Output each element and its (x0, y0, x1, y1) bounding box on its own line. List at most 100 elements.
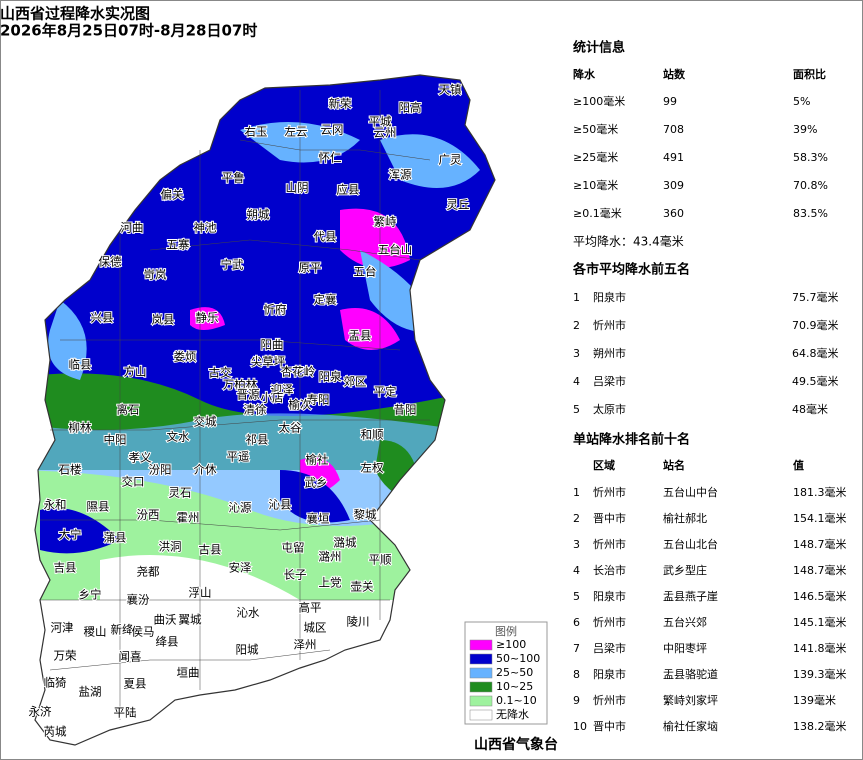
station-cell: 忻州市 (593, 615, 626, 629)
stations-header: 区域 (593, 458, 615, 472)
station-cell: 3 (573, 538, 580, 551)
city-cell: 70.9毫米 (792, 318, 839, 332)
station-cell: 139毫米 (793, 693, 836, 707)
county-label: 高平 (299, 601, 322, 615)
station-cell: 148.7毫米 (793, 537, 847, 551)
county-label: 云冈 (321, 123, 344, 137)
station-cell: 五台兴郊 (663, 615, 707, 629)
station-cell: 阳泉市 (593, 667, 626, 681)
county-label: 云州 (374, 126, 397, 140)
county-label: 左云 (285, 125, 308, 139)
county-label: 芮城 (44, 725, 67, 739)
legend-title: 图例 (495, 624, 517, 638)
city-cell: 朔州市 (593, 346, 626, 360)
stations-header: 值 (793, 458, 804, 472)
stats-cell: ≥10毫米 (573, 178, 618, 192)
county-label: 原平 (299, 261, 322, 275)
county-label: 杏花岭 (281, 365, 316, 379)
county-label: 汾西 (137, 508, 160, 522)
county-label: 阳城 (236, 643, 259, 657)
county-label: 乡宁 (79, 588, 102, 602)
stats-cell: ≥50毫米 (573, 122, 618, 136)
county-label: 隰县 (87, 500, 110, 514)
station-cell: 长治市 (593, 563, 626, 577)
county-label: 潞州 (319, 550, 342, 564)
stats-cell: 83.5% (793, 207, 828, 220)
station-cell: 1 (573, 486, 580, 499)
cities-title: 各市平均降水前五名 (572, 262, 690, 278)
county-label: 方山 (124, 365, 147, 379)
stats-cell: ≥100毫米 (573, 94, 625, 108)
county-label: 沁县 (269, 498, 292, 512)
county-label: 榆次 (289, 398, 312, 412)
county-label: 绛县 (156, 635, 179, 649)
county-label: 文水 (167, 430, 190, 444)
city-cell: 忻州市 (593, 318, 626, 332)
stats-cell: 309 (663, 179, 684, 192)
county-label: 昔阳 (394, 403, 417, 417)
stats-header: 面积比 (793, 67, 826, 81)
county-label: 五寨 (167, 238, 190, 252)
county-label: 阳曲 (261, 338, 284, 352)
county-label: 沁源 (229, 501, 252, 515)
county-label: 永济 (29, 705, 52, 719)
county-label: 大宁 (59, 528, 82, 542)
county-label: 小店 (261, 391, 284, 405)
county-label: 河曲 (121, 221, 144, 235)
county-label: 盂县 (349, 329, 372, 343)
province-outline (34, 74, 496, 746)
subtitle: 2026年8月25日07时-8月28日07时 (0, 22, 257, 40)
station-cell: 繁峙刘家坪 (663, 693, 718, 707)
station-cell: 148.7毫米 (793, 563, 847, 577)
county-label: 岢岚 (144, 268, 167, 282)
county-label: 岚县 (152, 313, 175, 327)
county-label: 浮山 (189, 586, 212, 600)
city-cell: 48毫米 (792, 402, 828, 416)
county-label: 临县 (69, 358, 92, 372)
county-label: 应县 (337, 183, 360, 197)
county-label: 安泽 (229, 561, 252, 575)
county-label: 忻府 (264, 303, 287, 317)
stats-cell: 70.8% (793, 179, 828, 192)
city-cell: 1 (573, 291, 580, 304)
county-label: 离石 (117, 403, 140, 417)
average: 平均降水：43.4毫米 (573, 234, 684, 249)
county-label: 陵川 (347, 615, 370, 629)
county-label: 中阳 (104, 433, 127, 447)
city-cell: 64.8毫米 (792, 346, 839, 360)
station-cell: 榆社任家垴 (663, 719, 718, 733)
county-label: 太谷 (279, 421, 302, 435)
city-cell: 4 (573, 375, 580, 388)
station-cell: 盂县燕子崖 (663, 590, 718, 603)
county-label: 保德 (99, 255, 122, 269)
stations-title: 单站降水排名前十名 (573, 432, 690, 448)
county-label: 新荣 (329, 97, 352, 111)
legend-swatch (469, 667, 493, 679)
county-label: 古交 (209, 366, 232, 380)
county-label: 尖草坪 (251, 355, 286, 369)
county-label: 壶关 (351, 580, 374, 594)
city-cell: 吕梁市 (593, 374, 626, 388)
station-cell: 8 (573, 668, 580, 681)
station-cell: 忻州市 (593, 537, 626, 551)
footer: 山西省气象台 (474, 736, 558, 753)
county-label: 五台山 (378, 243, 413, 257)
legend-swatch (469, 639, 493, 651)
county-label: 垣曲 (177, 666, 200, 680)
legend-label: 50~100 (496, 652, 540, 665)
stations-header: 站名 (663, 458, 685, 472)
county-label: 灵石 (169, 486, 192, 500)
county-label: 宁武 (221, 258, 244, 272)
legend-swatch (469, 653, 493, 665)
station-cell: 139.3毫米 (793, 667, 847, 681)
county-label: 平定 (374, 385, 397, 399)
station-cell: 武乡型庄 (663, 563, 707, 577)
county-label: 翼城 (179, 613, 202, 627)
county-label: 平遥 (227, 450, 250, 464)
county-label: 阳高 (399, 101, 422, 115)
stats-cell: 99 (663, 95, 677, 108)
county-label: 清徐 (244, 403, 267, 417)
county-label: 永和 (44, 498, 67, 512)
county-label: 闻喜 (119, 650, 142, 664)
legend-label: 25~50 (496, 666, 533, 679)
